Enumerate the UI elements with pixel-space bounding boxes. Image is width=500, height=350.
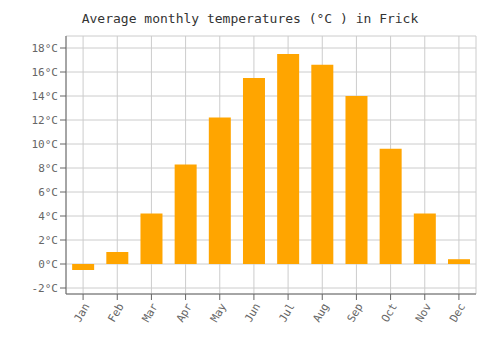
- svg-text:Jun: Jun: [242, 301, 263, 325]
- svg-text:Feb: Feb: [105, 301, 126, 325]
- svg-text:Aug: Aug: [310, 301, 331, 325]
- svg-text:0°C: 0°C: [38, 258, 58, 271]
- svg-text:May: May: [208, 301, 229, 325]
- svg-text:-2°C: -2°C: [32, 282, 59, 295]
- svg-text:Sep: Sep: [345, 301, 366, 325]
- svg-text:Oct: Oct: [379, 301, 400, 325]
- svg-text:6°C: 6°C: [38, 186, 58, 199]
- svg-text:Nov: Nov: [413, 301, 434, 325]
- svg-text:2°C: 2°C: [38, 234, 58, 247]
- svg-text:Dec: Dec: [447, 301, 468, 325]
- svg-text:Jul: Jul: [276, 301, 297, 325]
- svg-text:8°C: 8°C: [38, 162, 58, 175]
- svg-text:18°C: 18°C: [32, 42, 59, 55]
- svg-text:14°C: 14°C: [32, 90, 59, 103]
- svg-text:Apr: Apr: [174, 301, 195, 325]
- svg-text:12°C: 12°C: [32, 114, 59, 127]
- html-text:Average monthly temperatures (: Average monthly temperatures (°C ) in Fr…: [81, 11, 419, 26]
- svg-text:4°C: 4°C: [38, 210, 58, 223]
- svg-text:Mar: Mar: [140, 301, 161, 325]
- svg-text:10°C: 10°C: [32, 138, 59, 151]
- svg-text:16°C: 16°C: [32, 66, 59, 79]
- svg-text:Jan: Jan: [71, 301, 92, 325]
